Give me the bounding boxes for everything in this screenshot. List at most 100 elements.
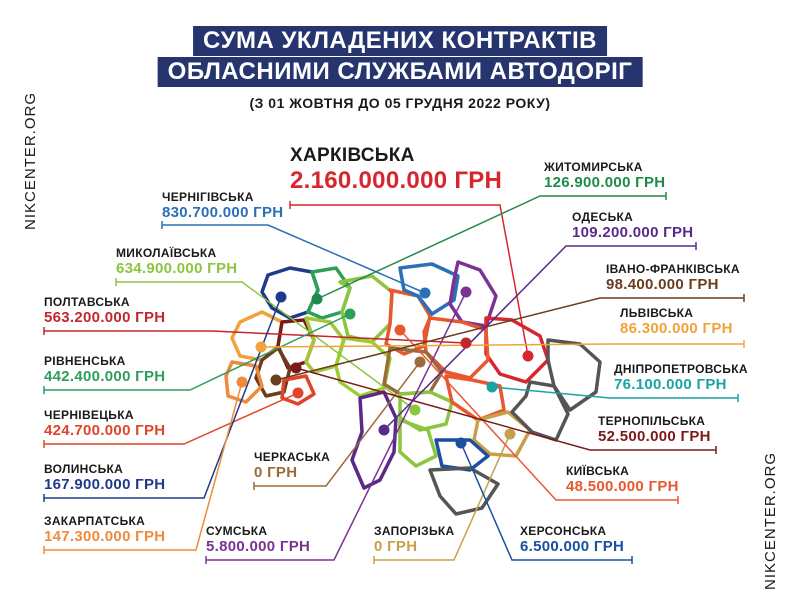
region-name: ЛЬВІВСЬКА xyxy=(620,306,694,320)
label-kharkivska: ХАРКІВСЬКА 2.160.000.000 ГРН xyxy=(290,145,502,195)
label-mykolaivska: МИКОЛАЇВСЬКА 634.900.000 ГРН xyxy=(116,246,237,278)
region-outline-sumska xyxy=(448,260,498,328)
region-dot-volynska xyxy=(275,291,287,303)
leader-line-dnipropetrovska xyxy=(491,386,738,399)
label-dnipropetrovska: ДНІПРОПЕТРОВСЬКА 76.100.000 ГРН xyxy=(614,362,748,394)
region-name: ЗАКАРПАТСЬКА xyxy=(44,514,146,528)
leader-line-lvivska xyxy=(260,343,744,348)
region-name: РІВНЕНСЬКА xyxy=(44,354,126,368)
leader-line-sumska xyxy=(206,291,467,561)
region-dot-rivnenska xyxy=(344,308,356,320)
title-line-1: СУМА УКЛАДЕНИХ КОНТРАКТІВ xyxy=(193,26,607,56)
leader-line-volynska xyxy=(44,296,282,499)
leader-line-zaporizka xyxy=(374,433,511,561)
label-poltavska: ПОЛТАВСЬКА 563.200.000 ГРН xyxy=(44,295,165,327)
region-outline-poltavska xyxy=(422,316,490,380)
label-ternopilska: ТЕРНОПІЛЬСЬКА 52.500.000 ГРН xyxy=(598,414,711,446)
region-value: 442.400.000 ГРН xyxy=(44,368,166,385)
region-outline-odeska xyxy=(350,390,398,490)
region-value: 126.900.000 ГРН xyxy=(544,174,666,191)
leader-line-khersonska xyxy=(460,442,632,561)
region-dot-ternopilska xyxy=(290,362,302,374)
region-dot-mykolaivska xyxy=(409,404,421,416)
region-name: ХАРКІВСЬКА xyxy=(290,145,415,166)
region-outline-kharkivska xyxy=(484,316,550,384)
region-outline-crimea xyxy=(428,466,500,516)
label-zhytomyrska: ЖИТОМИРСЬКА 126.900.000 ГРН xyxy=(544,160,665,192)
label-sumska: СУМСЬКА 5.800.000 ГРН xyxy=(206,524,310,556)
leader-line-mykolaivska xyxy=(116,281,416,411)
region-value: 634.900.000 ГРН xyxy=(116,260,238,277)
region-value: 6.500.000 ГРН xyxy=(520,538,625,555)
region-value: 167.900.000 ГРН xyxy=(44,476,166,493)
leader-line-chernihivska xyxy=(162,224,426,294)
region-name: ТЕРНОПІЛЬСЬКА xyxy=(598,414,706,428)
region-value: 0 ГРН xyxy=(374,538,418,555)
leader-line-odeska xyxy=(383,245,696,431)
region-outline-kyivska xyxy=(384,288,432,356)
region-outline-kirovohradska xyxy=(398,390,454,432)
region-outline-vinnytska xyxy=(334,336,392,398)
region-name: ЧЕРНІГІВСЬКА xyxy=(162,190,254,204)
region-name: ХЕРСОНСЬКА xyxy=(520,524,607,538)
region-dot-dnipropetrovska xyxy=(486,381,498,393)
leader-line-zakarpatska xyxy=(44,381,243,551)
leader-line-rivnenska xyxy=(44,313,351,391)
region-dot-cherkaska xyxy=(414,356,426,368)
region-value: 48.500.000 ГРН xyxy=(566,478,679,495)
region-outline-luhanska xyxy=(546,338,602,412)
region-dot-odeska xyxy=(378,424,390,436)
label-kyivska: КИЇВСЬКА 48.500.000 ГРН xyxy=(566,464,679,496)
region-value: 76.100.000 ГРН xyxy=(614,376,727,393)
region-name: ЧЕРКАСЬКА xyxy=(254,450,331,464)
title-line-2: ОБЛАСНИМИ СЛУЖБАМИ АВТОДОРІГ xyxy=(157,57,643,87)
region-dot-chernivetska xyxy=(292,387,304,399)
region-name: ІВАНО-ФРАНКІВСЬКА xyxy=(606,262,740,276)
region-outline-khmelnytska xyxy=(304,316,346,374)
label-volynska: ВОЛИНСЬКА 167.900.000 ГРН xyxy=(44,462,165,494)
leader-line-zhytomyrska xyxy=(316,195,666,300)
label-zaporizka: ЗАПОРІЗЬКА 0 ГРН xyxy=(374,524,454,556)
region-name: МИКОЛАЇВСЬКА xyxy=(116,246,217,260)
region-dot-kharkivska xyxy=(522,350,534,362)
region-name: ЖИТОМИРСЬКА xyxy=(544,160,643,174)
leader-line-ternopilska xyxy=(295,367,716,451)
region-value: 5.800.000 ГРН xyxy=(206,538,311,555)
label-zakarpatska: ЗАКАРПАТСЬКА 147.300.000 ГРН xyxy=(44,514,165,546)
region-outline-dnipropetrovska xyxy=(444,374,506,422)
label-chernihivska: ЧЕРНІГІВСЬКА 830.700.000 ГРН xyxy=(162,190,283,222)
region-dot-chernihivska xyxy=(419,287,431,299)
leader-line-ivano_frankivska xyxy=(275,297,744,381)
label-khersonska: ХЕРСОНСЬКА 6.500.000 ГРН xyxy=(520,524,624,556)
leader-line-poltavska xyxy=(44,330,467,344)
region-dot-kyivska xyxy=(394,324,406,336)
leader-line-chernivetska xyxy=(44,392,299,445)
leader-line-kyivska xyxy=(399,329,678,501)
region-name: ДНІПРОПЕТРОВСЬКА xyxy=(614,362,748,376)
region-name: СУМСЬКА xyxy=(206,524,268,538)
region-dot-lvivska xyxy=(255,341,267,353)
region-value: 86.300.000 ГРН xyxy=(620,320,733,337)
region-value: 563.200.000 ГРН xyxy=(44,309,166,326)
region-dot-poltavska xyxy=(460,337,472,349)
region-name: ПОЛТАВСЬКА xyxy=(44,295,130,309)
label-lvivska: ЛЬВІВСЬКА 86.300.000 ГРН xyxy=(620,306,733,338)
leader-line-cherkaska xyxy=(254,361,421,487)
region-dot-sumska xyxy=(460,286,472,298)
region-value: 147.300.000 ГРН xyxy=(44,528,166,545)
region-name: ЗАПОРІЗЬКА xyxy=(374,524,455,538)
region-value: 830.700.000 ГРН xyxy=(162,204,284,221)
region-dot-khersonska xyxy=(455,437,467,449)
label-rivnenska: РІВНЕНСЬКА 442.400.000 ГРН xyxy=(44,354,165,386)
region-dot-zhytomyrska xyxy=(311,293,323,305)
label-chernivetska: ЧЕРНІВЕЦЬКА 424.700.000 ГРН xyxy=(44,408,165,440)
region-name: ОДЕСЬКА xyxy=(572,210,634,224)
region-value: 52.500.000 ГРН xyxy=(598,428,711,445)
region-outline-chernihivska xyxy=(398,262,460,316)
region-dot-zakarpatska xyxy=(236,376,248,388)
leader-line-kharkivska xyxy=(290,204,529,357)
region-value: 109.200.000 ГРН xyxy=(572,224,694,241)
subtitle: (З 01 ЖОВТНЯ ДО 05 ГРУДНЯ 2022 РОКУ) xyxy=(249,95,551,111)
region-value: 98.400.000 ГРН xyxy=(606,276,719,293)
